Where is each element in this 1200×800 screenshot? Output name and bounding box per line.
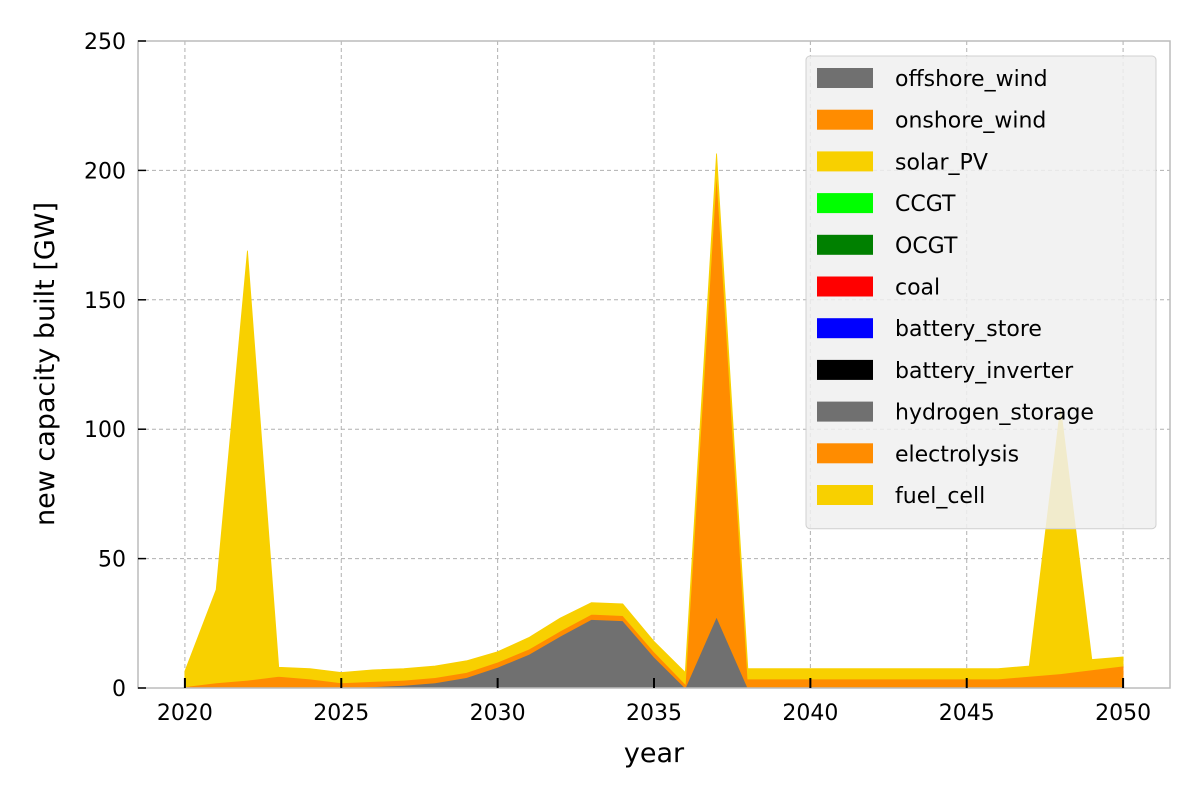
y-tick-label: 100 [84, 418, 126, 443]
legend-swatch [817, 109, 873, 130]
legend-label: onshore_wind [895, 109, 1046, 134]
legend-swatch [817, 193, 873, 214]
legend-box [805, 55, 1157, 530]
x-axis-label: year [624, 738, 685, 769]
legend-swatch [817, 443, 873, 464]
legend-swatch [817, 318, 873, 339]
legend-label: hydrogen_storage [895, 401, 1094, 426]
x-tick-label: 2050 [1095, 701, 1151, 726]
area-solar-PV [184, 153, 1124, 688]
x-tick-label: 2020 [157, 701, 213, 726]
x-tick-label: 2035 [626, 701, 682, 726]
legend-label: fuel_cell [895, 484, 985, 509]
legend: offshore_wind onshore_wind solar_PV CCGT OCG… [805, 55, 1157, 530]
y-tick-label: 150 [84, 289, 126, 314]
y-tick-label: 250 [84, 30, 126, 55]
y-tick-label: 0 [112, 677, 126, 702]
legend-label: battery_inverter [895, 359, 1074, 384]
legend-swatch [817, 276, 873, 297]
x-tick-label: 2030 [470, 701, 526, 726]
legend-label: battery_store [895, 317, 1042, 342]
legend-label: CCGT [895, 192, 956, 217]
x-tick-label: 2045 [939, 701, 995, 726]
y-axis-ticks: 0 50 100 150 200 250 [84, 30, 146, 702]
legend-swatch [817, 68, 873, 88]
legend-label: offshore_wind [895, 67, 1048, 92]
x-tick-label: 2025 [313, 701, 369, 726]
legend-label: coal [895, 276, 940, 301]
legend-swatch [817, 485, 873, 505]
x-tick-label: 2040 [782, 701, 838, 726]
legend-label: solar_PV [895, 150, 988, 175]
y-tick-label: 200 [84, 159, 126, 184]
y-tick-label: 50 [98, 548, 126, 573]
legend-label: OCGT [895, 234, 958, 259]
legend-swatch [817, 151, 873, 172]
legend-swatch [817, 401, 873, 422]
x-axis-ticks: 2020 2025 2030 2035 2040 2045 2050 [157, 678, 1151, 726]
legend-swatch [817, 234, 873, 255]
legend-label: electrolysis [895, 442, 1019, 467]
legend-swatch [817, 359, 873, 380]
y-axis-label: new capacity built [GW] [30, 202, 61, 526]
